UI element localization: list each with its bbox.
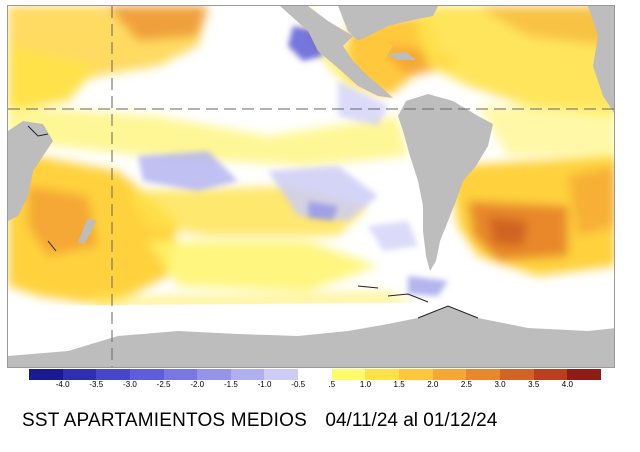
ice-edge-lines	[27, 125, 479, 319]
legend-swatch	[163, 369, 198, 380]
legend-swatch	[567, 369, 601, 380]
legend-tick-label: 1.0	[359, 380, 372, 389]
legend-tick-label: -3.5	[89, 380, 104, 389]
legend-colorbar	[29, 369, 601, 380]
land-new-zealand	[78, 218, 96, 244]
legend-swatch	[96, 369, 130, 380]
legend-swatch	[399, 369, 433, 380]
land-layer	[8, 6, 614, 367]
grid-lines	[8, 6, 614, 367]
land-australia	[8, 121, 53, 221]
legend-tick-label: 3.5	[528, 380, 540, 389]
legend-swatch	[129, 369, 164, 380]
legend-tick-label: -2.5	[156, 380, 171, 389]
caption-dates: 04/11/24 al 01/12/24	[325, 410, 498, 431]
legend-swatch	[29, 369, 63, 380]
cool-anomaly-layer	[138, 26, 448, 296]
legend-swatch	[432, 369, 467, 380]
legend-tick-label: -0.5	[291, 380, 306, 389]
legend-tick-label: -2.0	[190, 380, 205, 389]
legend-tick-label: -1.5	[223, 380, 238, 389]
sst-anomaly-map	[7, 5, 615, 368]
legend-swatch	[62, 369, 97, 380]
legend-tick-label: 2.5	[460, 380, 472, 389]
land-africa	[588, 6, 614, 113]
map-caption: SST APARTAMIENTOS MEDIOS 04/11/24 al 01/…	[22, 410, 622, 434]
land-south-america	[398, 94, 493, 271]
legend-swatch	[197, 369, 231, 380]
legend-tick-label: -4.0	[55, 380, 70, 389]
legend-tick-label: 3.0	[494, 380, 506, 389]
land-antarctica	[8, 306, 614, 367]
legend-swatch	[230, 369, 265, 380]
legend-tick-label: .5	[328, 380, 336, 389]
legend-swatch	[533, 369, 568, 380]
land-north-america	[280, 6, 393, 98]
legend-tick-label: -3.0	[123, 380, 137, 389]
legend-swatch	[298, 369, 332, 380]
legend-swatch	[365, 369, 400, 380]
legend-tick-label: 4.0	[561, 380, 573, 389]
caption-title: SST APARTAMIENTOS MEDIOS	[22, 410, 307, 431]
legend-swatch	[499, 369, 534, 380]
legend-swatch	[264, 369, 299, 380]
legend-tick-label: 1.5	[393, 380, 405, 389]
legend-swatch	[331, 369, 366, 380]
legend-tick-label: 2.0	[427, 380, 439, 389]
legend-tick-label: -1.0	[257, 380, 272, 389]
legend-ticks: -4.0 -3.5 -3.0 -2.5 -2.0 -1.5 -1.0 -0.5 .5 1.0 1.5…	[29, 380, 601, 392]
legend-swatch	[466, 369, 500, 380]
